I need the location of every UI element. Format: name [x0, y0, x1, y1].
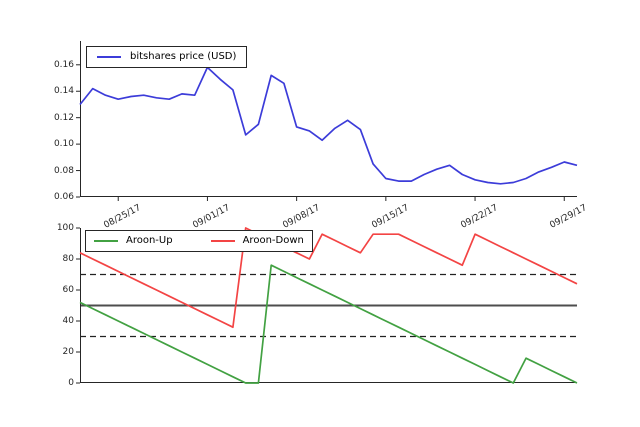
y-tick-label: 80 — [62, 254, 74, 264]
y-tick-label: 20 — [62, 347, 74, 357]
y-tick-label: 0.14 — [53, 86, 74, 97]
aroon-down-line-sample — [210, 240, 235, 242]
y-tick-label: 60 — [62, 285, 74, 295]
aroon-legend: Aroon-Up Aroon-Down — [85, 230, 313, 252]
aroon-down-legend-label: Aroon-Down — [242, 235, 304, 246]
y-tick-label: 100 — [56, 223, 74, 233]
aroon-up-line-sample — [94, 240, 118, 242]
aroon-chart — [76, 227, 578, 384]
y-tick-label: 0.06 — [53, 192, 74, 202]
y-tick-label: 0 — [68, 378, 74, 388]
y-tick-label: 0.16 — [53, 59, 74, 70]
price-line-sample — [97, 56, 121, 58]
aroon-up-legend-label: Aroon-Up — [126, 235, 173, 246]
y-tick-label: 0.08 — [53, 165, 74, 176]
y-tick-label: 0.12 — [53, 112, 74, 123]
y-tick-label: 0.10 — [53, 139, 74, 150]
price-legend-label: bitshares price (USD) — [130, 51, 237, 62]
price-legend: bitshares price (USD) — [86, 46, 248, 68]
y-tick-label: 40 — [62, 316, 74, 326]
price-chart — [76, 41, 578, 201]
